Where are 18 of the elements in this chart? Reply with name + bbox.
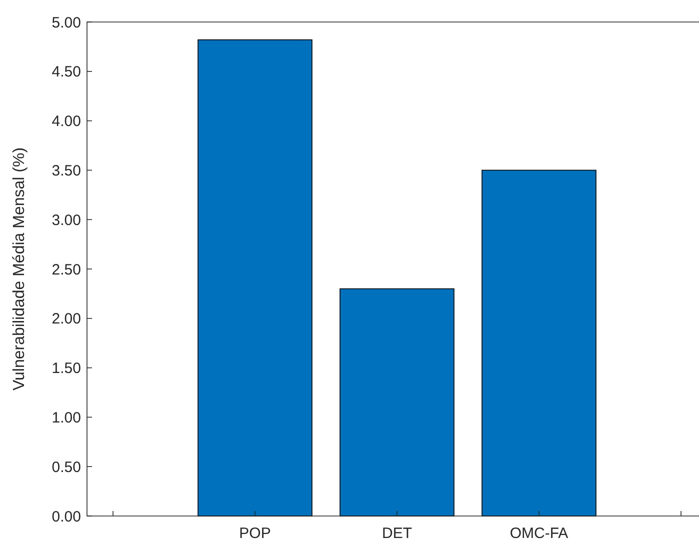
y-tick-label: 4.00: [52, 113, 81, 130]
x-tick-label: POP: [239, 525, 271, 542]
y-tick-label: 2.50: [52, 261, 81, 278]
bar: [340, 288, 454, 516]
y-tick-label: 5.00: [52, 14, 81, 32]
y-tick-label: 0.00: [52, 508, 81, 526]
x-tick-label: DET: [382, 525, 412, 542]
y-axis-title: Vulnerabilidade Média Mensal (%): [11, 147, 28, 391]
y-tick-label: 3.00: [52, 212, 81, 229]
y-tick-label: 2.00: [52, 310, 81, 328]
x-tick-label: OMC-FA: [510, 525, 568, 542]
y-tick-label: 4.50: [52, 64, 81, 81]
y-tick-label: 1.00: [52, 409, 81, 426]
bar: [482, 170, 596, 516]
y-tick-label: 1.50: [52, 360, 81, 378]
y-tick-label: 0.50: [52, 458, 81, 476]
bar: [198, 39, 312, 516]
y-tick-label: 3.50: [52, 162, 81, 180]
